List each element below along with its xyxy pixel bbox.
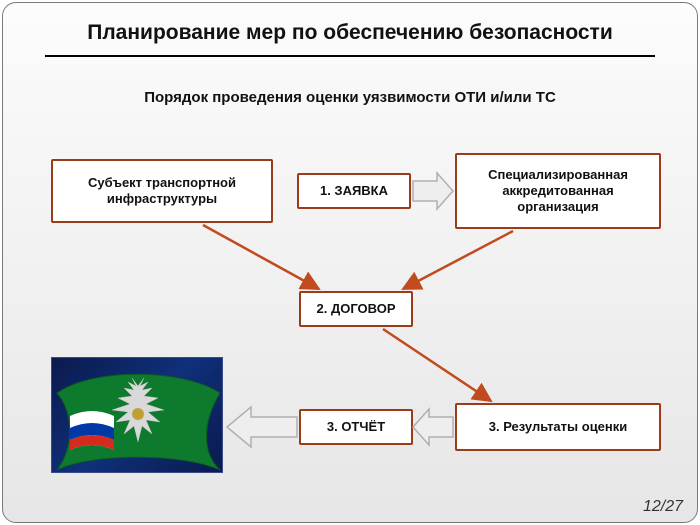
node-results-label: 3. Результаты оценки — [489, 419, 628, 435]
node-subject-label: Субъект транспортнойинфраструктуры — [88, 175, 236, 208]
arrow-org-dogovor — [403, 231, 513, 289]
block-arrow-zayavka-org — [413, 173, 453, 209]
node-step2: 2. ДОГОВОР — [299, 291, 413, 327]
node-step3: 3. ОТЧЁТ — [299, 409, 413, 445]
node-org: Специализированнаяаккредитованнаяорганиз… — [455, 153, 661, 229]
arrow-dogovor-results — [383, 329, 491, 401]
node-org-label: Специализированнаяаккредитованнаяорганиз… — [488, 167, 628, 216]
node-subject: Субъект транспортнойинфраструктуры — [51, 159, 273, 223]
node-results: 3. Результаты оценки — [455, 403, 661, 451]
emblem-image — [51, 357, 223, 473]
slide-subtitle: Порядок проведения оценки уязвимости ОТИ… — [3, 89, 697, 106]
title-underline — [45, 55, 655, 57]
slide-frame: Планирование мер по обеспечению безопасн… — [2, 2, 698, 523]
slide-title: Планирование мер по обеспечению безопасн… — [3, 21, 697, 45]
node-step1-label: 1. ЗАЯВКА — [320, 183, 388, 199]
emblem-svg — [52, 358, 223, 473]
page-counter: 12/27 — [643, 498, 683, 516]
block-arrow-results-otchet — [413, 409, 453, 445]
arrow-subject-dogovor — [203, 225, 319, 289]
node-step3-label: 3. ОТЧЁТ — [327, 419, 385, 435]
block-arrow-otchet-emblem — [227, 407, 297, 447]
node-step2-label: 2. ДОГОВОР — [317, 301, 396, 317]
node-step1: 1. ЗАЯВКА — [297, 173, 411, 209]
